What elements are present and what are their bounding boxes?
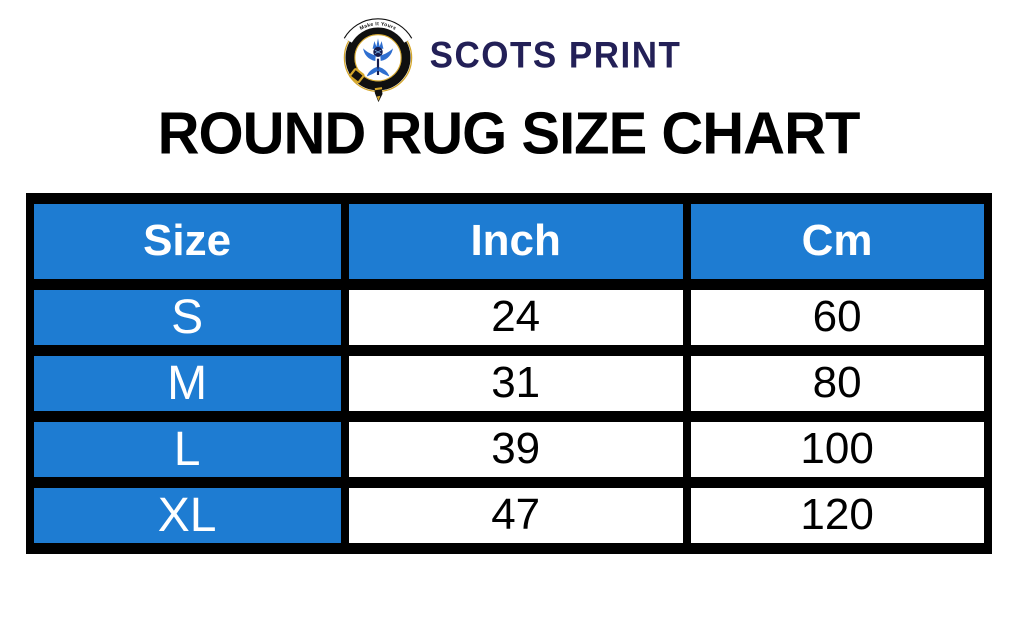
inch-cell: 31 (340, 344, 691, 422)
cm-cell: 80 (682, 344, 992, 422)
inch-cell: 24 (340, 278, 691, 356)
table-row-m: M 31 80 (25, 344, 992, 422)
clan-crest-badge-icon: Make It Yours (343, 18, 412, 103)
column-header-cm: Cm (682, 192, 992, 290)
size-cell: XL (25, 476, 349, 554)
cm-cell: 60 (682, 278, 992, 356)
strap-tail (373, 82, 383, 103)
page-title: ROUND RUG SIZE CHART (157, 100, 861, 167)
thistle-icon (362, 38, 393, 77)
size-cell: S (25, 278, 349, 356)
brand-name: SCOTS PRINT (429, 35, 682, 76)
cm-cell: 120 (682, 476, 992, 554)
column-header-size: Size (25, 192, 349, 290)
banner-ribbon: Make It Yours (343, 18, 412, 44)
table-row-s: S 24 60 (25, 278, 992, 356)
banner-motto-text: Make It Yours (359, 21, 397, 32)
table-row-l: L 39 100 (25, 410, 992, 488)
column-header-inch: Inch (340, 192, 691, 290)
inch-cell: 47 (340, 476, 691, 554)
header-row: Size Inch Cm (25, 192, 992, 290)
logo: Make It Yours SCOTS PRINT (0, 0, 1017, 103)
svg-text:Make It Yours: Make It Yours (359, 21, 397, 32)
inch-cell: 39 (340, 410, 691, 488)
cm-cell: 100 (682, 410, 992, 488)
size-cell: L (25, 410, 349, 488)
table-row-xl: XL 47 120 (25, 476, 992, 554)
size-chart-table: Size Inch Cm S 24 60 M 31 80 L 3 (25, 192, 992, 554)
size-chart-container: Size Inch Cm S 24 60 M 31 80 L 3 (25, 192, 992, 554)
buckle-icon (348, 68, 365, 84)
size-cell: M (25, 344, 349, 422)
